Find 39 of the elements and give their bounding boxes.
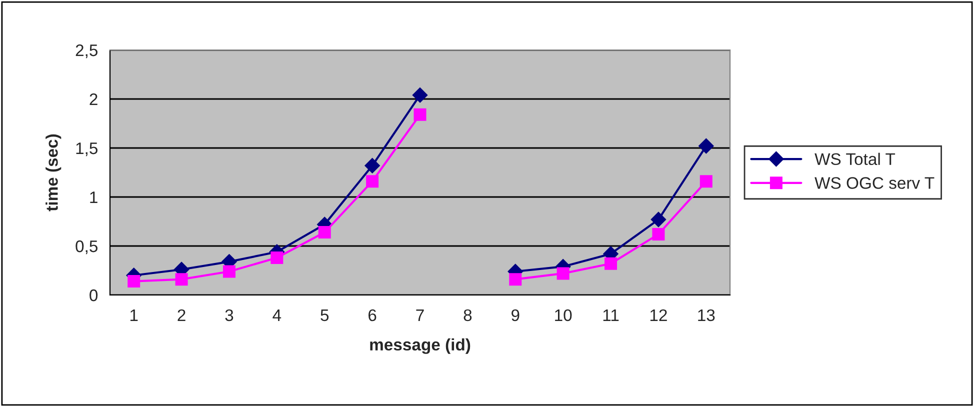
point	[222, 265, 236, 278]
x-tick-label: 10	[555, 309, 572, 322]
x-tick-label: 8	[464, 309, 472, 322]
point	[175, 273, 188, 286]
y-axis-title: time (sec)	[46, 134, 62, 212]
point	[270, 252, 284, 264]
x-tick-label: 2	[178, 309, 186, 321]
y-tick-label: 2	[90, 93, 98, 106]
point	[366, 175, 379, 188]
x-tick-label: 6	[368, 309, 376, 322]
point	[556, 267, 570, 280]
x-tick-label: 5	[320, 310, 329, 322]
y-tick-label: 0,5	[76, 240, 98, 254]
x-tick-label: 12	[650, 309, 667, 321]
y-tick-label: 1,5	[76, 142, 98, 156]
x-tick-label: 7	[416, 310, 424, 321]
x-tick-label: 11	[603, 310, 619, 321]
y-tick-label: 1	[90, 192, 98, 204]
point	[364, 158, 380, 174]
y-tick-label: 0	[90, 289, 98, 302]
point	[509, 273, 522, 286]
x-tick-label: 4	[272, 310, 282, 321]
point	[652, 228, 665, 240]
x-tick-label: 13	[698, 309, 715, 322]
point	[650, 212, 666, 228]
point	[318, 226, 331, 239]
x-tick-label: 3	[225, 309, 234, 322]
y-tick-label: 2,5	[76, 44, 98, 58]
legend-label: WS Total T	[814, 152, 896, 166]
point	[604, 257, 618, 270]
x-tick-label: 1	[130, 310, 138, 321]
legend-label: WS OGC serv T	[814, 177, 934, 189]
point	[412, 88, 428, 103]
x-axis-title: message (id)	[370, 338, 470, 354]
point	[700, 175, 712, 188]
point	[414, 108, 426, 121]
point	[128, 275, 140, 288]
x-tick-label: 9	[512, 309, 520, 322]
point	[698, 138, 714, 154]
